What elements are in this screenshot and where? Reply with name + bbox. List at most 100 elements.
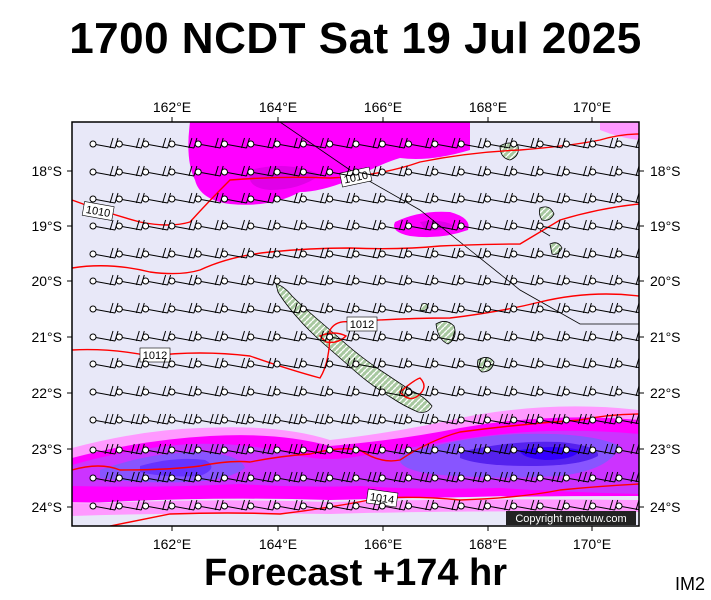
wind-barb bbox=[589, 385, 619, 397]
wind-barb bbox=[457, 137, 487, 149]
wind-barb bbox=[247, 330, 277, 342]
wind-barb bbox=[352, 302, 382, 314]
new-caledonia-island bbox=[275, 283, 433, 413]
lon-label: 168°E bbox=[469, 536, 507, 552]
wind-barb bbox=[431, 302, 461, 314]
wind-barb bbox=[562, 330, 592, 342]
wind-barb bbox=[326, 274, 356, 286]
wind-barb bbox=[378, 330, 408, 342]
wind-barb bbox=[142, 192, 172, 204]
wind-barb bbox=[299, 192, 329, 204]
wind-barb bbox=[562, 219, 592, 231]
wind-barb bbox=[326, 219, 356, 231]
lat-label: 24°S bbox=[650, 499, 681, 515]
wind-barb bbox=[378, 385, 408, 397]
wind-barb bbox=[536, 385, 566, 397]
lon-labels-top: 162°E 164°E 166°E 168°E 170°E bbox=[153, 99, 611, 115]
lat-label: 20°S bbox=[31, 273, 62, 289]
wind-barb bbox=[536, 219, 566, 231]
wind-barb bbox=[299, 247, 329, 259]
wind-barb bbox=[247, 357, 277, 369]
wind-barb bbox=[168, 302, 198, 314]
lat-labels-right: 18°S 19°S 20°S 21°S 22°S 23°S 24°S bbox=[650, 163, 681, 515]
wind-barb bbox=[142, 302, 172, 314]
wind-barb bbox=[247, 302, 277, 314]
axis-ticks bbox=[67, 117, 644, 531]
wind-barb bbox=[273, 330, 303, 342]
wind-barb bbox=[273, 137, 303, 149]
lon-label: 164°E bbox=[259, 536, 297, 552]
lat-label: 20°S bbox=[650, 273, 681, 289]
wind-barb bbox=[194, 302, 224, 314]
isobar-label: 1010 bbox=[343, 170, 369, 187]
wind-barb bbox=[221, 247, 250, 259]
isobar-label: 1010 bbox=[85, 204, 111, 220]
wind-barb bbox=[457, 302, 487, 314]
lon-labels-bottom: 162°E 164°E 166°E 168°E 170°E bbox=[153, 536, 611, 552]
lon-label: 164°E bbox=[259, 99, 297, 115]
lon-label: 166°E bbox=[364, 99, 402, 115]
vanuatu-efate bbox=[538, 206, 555, 221]
wind-barb bbox=[352, 274, 382, 286]
wind-barb bbox=[615, 443, 639, 455]
wind-barb bbox=[510, 219, 540, 231]
wind-barb bbox=[299, 330, 329, 342]
wind-barb bbox=[89, 165, 119, 177]
wind-barb bbox=[168, 192, 198, 204]
wind-barb bbox=[562, 274, 592, 286]
wind-barb bbox=[221, 499, 250, 511]
wind-barb bbox=[115, 357, 145, 369]
wind-barb bbox=[378, 499, 408, 511]
lat-label: 19°S bbox=[31, 218, 62, 234]
lat-label: 23°S bbox=[31, 441, 62, 457]
lat-label: 18°S bbox=[650, 163, 681, 179]
wind-barb bbox=[536, 274, 566, 286]
wind-barb bbox=[299, 499, 329, 511]
wind-barb bbox=[89, 471, 119, 483]
wind-barb bbox=[299, 274, 329, 286]
wind-barb bbox=[299, 165, 329, 177]
wind-barb bbox=[405, 274, 435, 286]
lat-label: 24°S bbox=[31, 499, 62, 515]
wind-barb bbox=[457, 330, 487, 342]
wind-barb bbox=[247, 219, 277, 231]
wind-barb bbox=[352, 357, 382, 369]
wind-barb bbox=[247, 471, 277, 483]
wind-barb bbox=[194, 274, 224, 286]
wind-barb bbox=[405, 385, 435, 397]
wind-barb bbox=[326, 247, 356, 259]
isobar-label: 1012 bbox=[350, 319, 374, 331]
wind-barb bbox=[378, 357, 408, 369]
wind-barb bbox=[615, 413, 639, 425]
wind-barb bbox=[168, 165, 198, 177]
wind-barb bbox=[615, 137, 639, 149]
lat-label: 22°S bbox=[31, 385, 62, 401]
wind-barb bbox=[562, 302, 592, 314]
wind-barb bbox=[405, 219, 435, 231]
wind-barb bbox=[299, 357, 329, 369]
lat-label: 21°S bbox=[650, 329, 681, 345]
lat-label: 22°S bbox=[650, 385, 681, 401]
lon-label: 170°E bbox=[573, 536, 611, 552]
wind-barb bbox=[510, 137, 540, 149]
wind-barb bbox=[405, 357, 435, 369]
lon-label: 168°E bbox=[469, 99, 507, 115]
lat-label: 23°S bbox=[650, 441, 681, 457]
wind-barb bbox=[589, 302, 619, 314]
wind-barb bbox=[378, 302, 408, 314]
wind-barb bbox=[431, 330, 461, 342]
wind-barb bbox=[142, 499, 172, 511]
wind-barb bbox=[115, 302, 145, 314]
wind-barb bbox=[536, 247, 566, 259]
wind-barb bbox=[352, 443, 382, 455]
lon-label: 162°E bbox=[153, 536, 191, 552]
wind-barb bbox=[378, 165, 408, 177]
lat-label: 18°S bbox=[31, 163, 62, 179]
wind-barb bbox=[326, 192, 356, 204]
wind-barb bbox=[484, 357, 513, 369]
lon-label: 170°E bbox=[573, 99, 611, 115]
wind-barb bbox=[194, 192, 224, 204]
wind-barb bbox=[536, 357, 566, 369]
wind-barb bbox=[589, 247, 619, 259]
wind-barb bbox=[378, 192, 408, 204]
